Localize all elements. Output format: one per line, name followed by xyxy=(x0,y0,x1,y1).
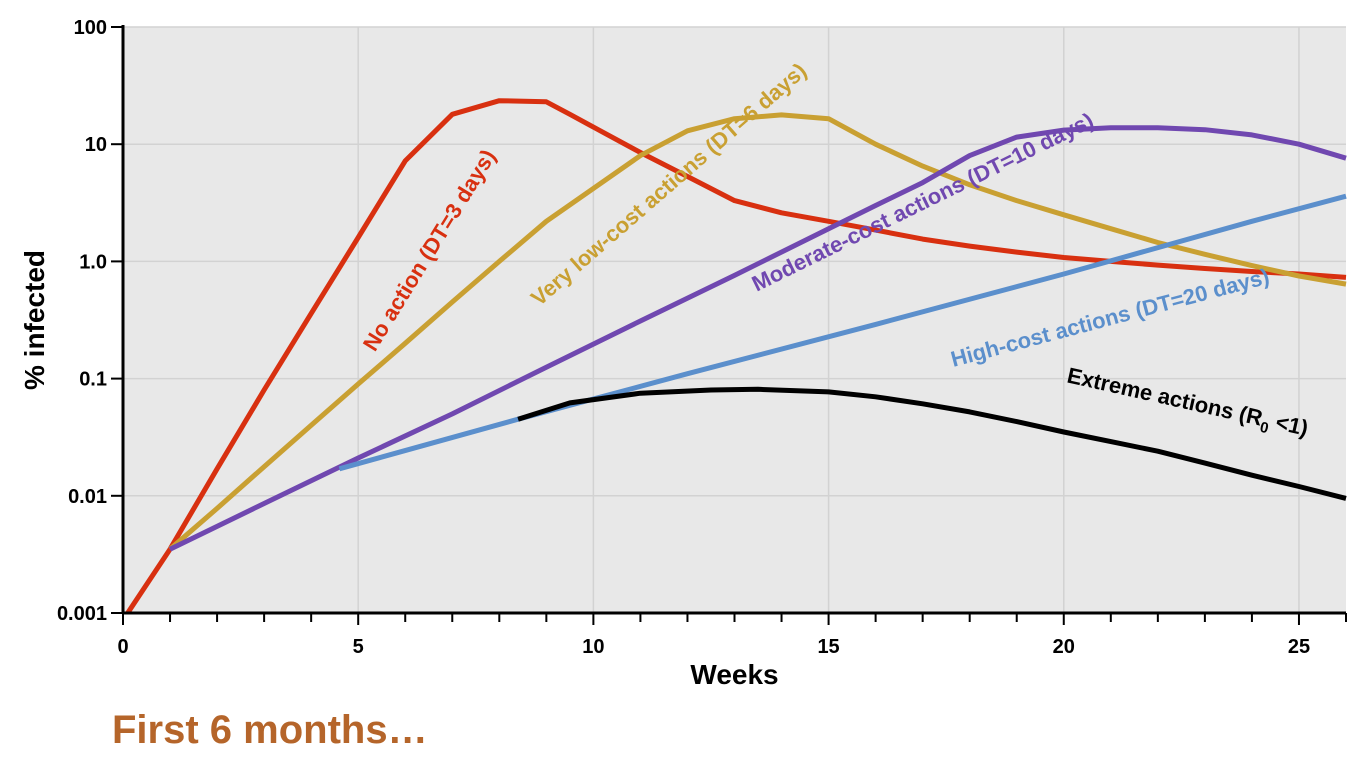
x-tick-label: 0 xyxy=(117,636,128,658)
gridlines xyxy=(123,26,1346,613)
x-tick-label: 5 xyxy=(353,636,364,658)
caption: First 6 months… xyxy=(112,708,428,752)
series-line-0 xyxy=(125,98,1347,615)
x-tick-label: 10 xyxy=(582,636,604,658)
y-tick-label: 0.1 xyxy=(79,369,107,391)
y-tick-label: 0.001 xyxy=(57,603,107,625)
y-axis-title: % infected xyxy=(19,250,50,390)
series-line-1 xyxy=(168,112,1347,552)
series-line-4 xyxy=(517,386,1347,501)
y-tick-label: 100 xyxy=(74,17,107,39)
y-tick-label: 1.0 xyxy=(79,251,107,273)
series-lines xyxy=(125,98,1347,615)
series-label-subscript: 0 xyxy=(1258,419,1270,437)
x-tick-label: 15 xyxy=(817,636,839,658)
x-tick-label: 25 xyxy=(1288,636,1310,658)
y-tick-label: 0.01 xyxy=(68,486,107,508)
series-line-2 xyxy=(168,125,1347,552)
y-tick-label: 10 xyxy=(85,134,107,156)
x-axis-title: Weeks xyxy=(690,659,778,690)
x-tick-label: 20 xyxy=(1053,636,1075,658)
plot-background xyxy=(123,27,1346,613)
axes: 0 5 10 15 20 25 0.001 0.01 0.1 1.0 10 100 xyxy=(57,17,1347,658)
